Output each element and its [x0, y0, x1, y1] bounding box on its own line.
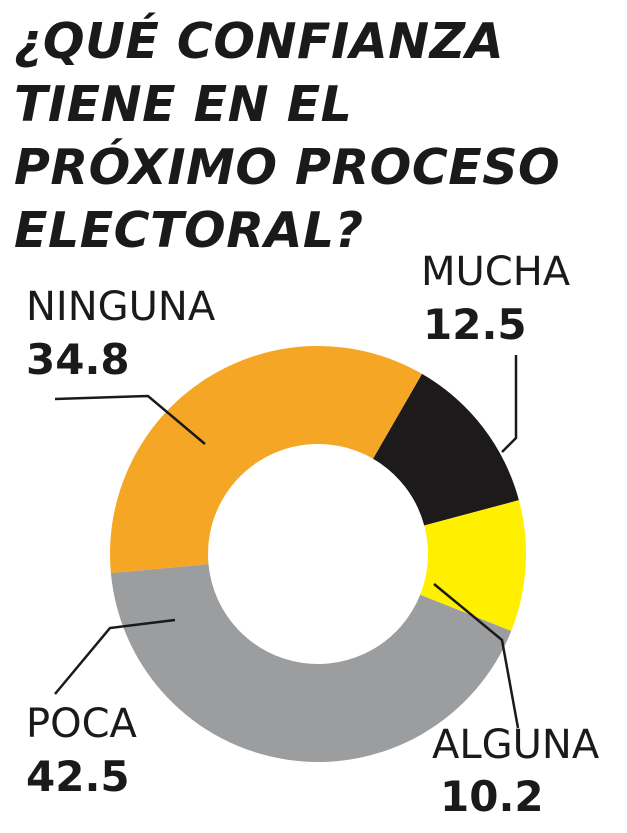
value-mucha: 12.5 [423, 300, 527, 349]
slice-ninguna [110, 346, 422, 574]
slice-poca [110, 564, 512, 763]
leader-line-mucha [501, 355, 518, 453]
label-poca: POCA [26, 701, 138, 747]
title-line-3: PRÓXIMO PROCESO [14, 139, 561, 196]
value-poca: 42.5 [26, 752, 130, 801]
donut-slices [110, 346, 527, 763]
title-line-2: TIENE EN EL [14, 76, 353, 133]
slice-labels: MUCHA 12.5 ALGUNA 10.2 POCA 42.5 NINGUNA… [26, 249, 600, 821]
leader-line-ninguna [54, 394, 206, 445]
value-ninguna: 34.8 [26, 335, 130, 384]
leader-lines [54, 355, 520, 729]
leader-line-alguna [433, 583, 520, 729]
title-line-1: ¿QUÉ CONFIANZA [14, 13, 505, 70]
label-mucha: MUCHA [421, 249, 571, 295]
leader-line-poca [54, 618, 176, 695]
slice-mucha [373, 373, 519, 526]
slice-alguna [420, 500, 527, 631]
value-alguna: 10.2 [440, 772, 544, 821]
label-ninguna: NINGUNA [26, 284, 216, 330]
title-line-4: ELECTORAL? [14, 202, 364, 259]
label-alguna: ALGUNA [432, 722, 600, 768]
chart-title: ¿QUÉ CONFIANZA TIENE EN EL PRÓXIMO PROCE… [14, 10, 614, 262]
